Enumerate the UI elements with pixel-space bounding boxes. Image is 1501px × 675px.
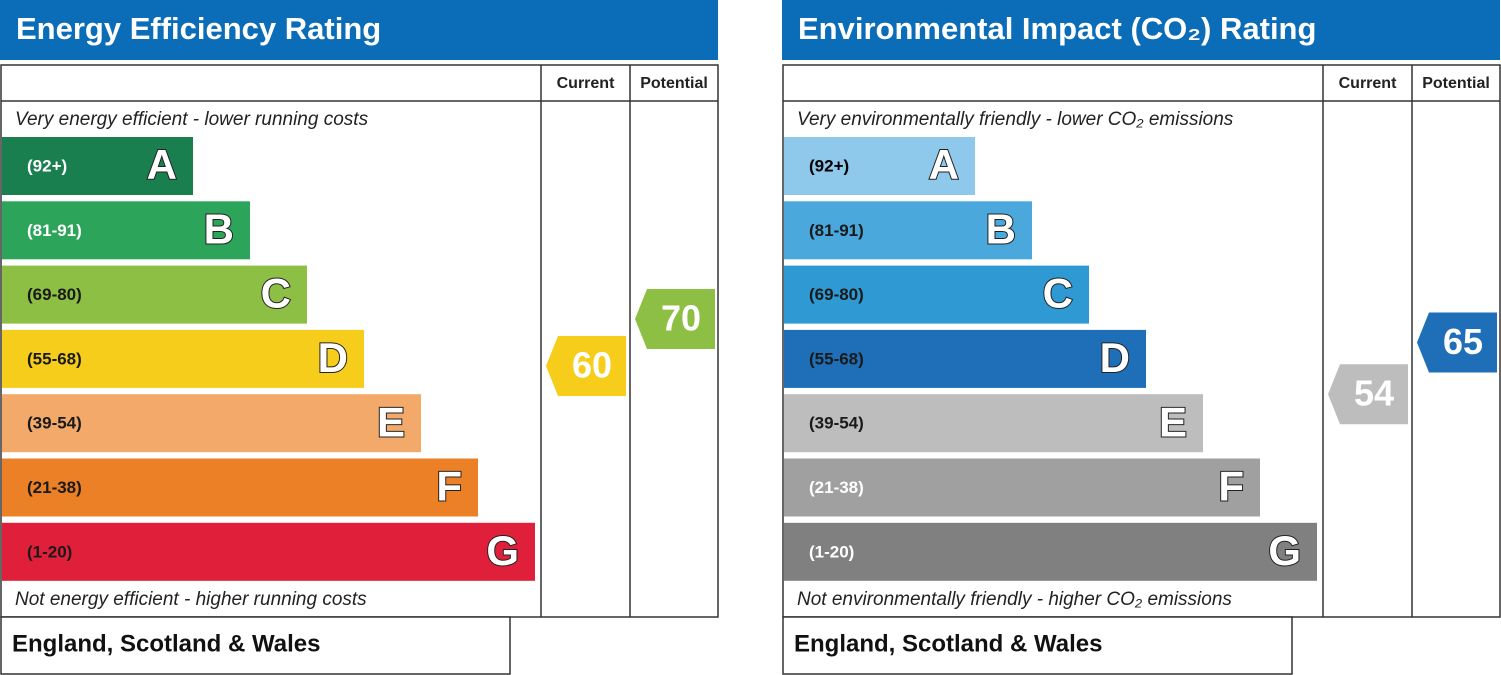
band-bar bbox=[2, 137, 193, 195]
band-bar bbox=[784, 201, 1032, 260]
band-bar bbox=[784, 137, 975, 195]
footer-text: England, Scotland & Wales bbox=[12, 630, 320, 657]
panel-title: Environmental Impact (CO₂) Rating bbox=[798, 11, 1316, 46]
band-bar bbox=[2, 265, 307, 324]
panel-title: Energy Efficiency Rating bbox=[16, 11, 381, 46]
band-letter: B bbox=[986, 205, 1016, 252]
band-letter: F bbox=[1218, 463, 1244, 510]
band-range: (39-54) bbox=[809, 414, 864, 433]
rating-arrow bbox=[546, 336, 626, 396]
band-range: (81-91) bbox=[27, 221, 82, 240]
band-bar bbox=[784, 394, 1203, 453]
rating-value: 70 bbox=[661, 298, 701, 339]
band-range: (1-20) bbox=[809, 542, 854, 561]
band-bar bbox=[2, 458, 478, 517]
top-label: Very environmentally friendly - lower CO… bbox=[797, 109, 1234, 130]
bottom-label: Not energy efficient - higher running co… bbox=[15, 589, 367, 610]
band-range: (69-80) bbox=[809, 285, 864, 304]
footer-box bbox=[782, 616, 1293, 675]
band-letter: D bbox=[1100, 334, 1130, 381]
band-range: (69-80) bbox=[27, 285, 82, 304]
band-letter: C bbox=[261, 270, 291, 317]
rating-arrow bbox=[635, 289, 715, 349]
band-range: (21-38) bbox=[809, 478, 864, 497]
band-range: (92+) bbox=[809, 156, 849, 175]
bottom-label: Not environmentally friendly - higher CO… bbox=[797, 589, 1232, 610]
footer-box bbox=[0, 616, 511, 675]
column-header: Current bbox=[1339, 75, 1397, 92]
column-header: Potential bbox=[1422, 75, 1490, 92]
header-bar bbox=[0, 0, 718, 60]
band-bar bbox=[2, 522, 535, 581]
epc-panel: Environmental Impact (CO₂) Rating Current… bbox=[782, 0, 1501, 675]
band-letter: A bbox=[147, 141, 177, 188]
column-header: Current bbox=[557, 75, 615, 92]
band-letter: E bbox=[1159, 398, 1187, 445]
band-letter: G bbox=[486, 527, 519, 574]
band-range: (92+) bbox=[27, 156, 67, 175]
rating-value: 65 bbox=[1443, 321, 1483, 362]
column-header: Potential bbox=[640, 75, 708, 92]
band-bar bbox=[2, 201, 250, 260]
band-bar bbox=[784, 265, 1089, 324]
band-letter: G bbox=[1268, 527, 1301, 574]
band-letter: E bbox=[377, 398, 405, 445]
band-bar bbox=[784, 329, 1146, 388]
band-letter: A bbox=[929, 141, 959, 188]
band-letter: B bbox=[204, 205, 234, 252]
top-label: Very energy efficient - lower running co… bbox=[15, 109, 369, 130]
band-range: (55-68) bbox=[809, 349, 864, 368]
band-range: (1-20) bbox=[27, 542, 72, 561]
rating-arrow bbox=[1328, 364, 1408, 425]
band-bar bbox=[2, 394, 421, 453]
band-range: (21-38) bbox=[27, 478, 82, 497]
band-bar bbox=[784, 458, 1260, 517]
band-bar bbox=[784, 522, 1317, 581]
rating-value: 54 bbox=[1354, 373, 1394, 414]
band-letter: D bbox=[318, 334, 348, 381]
rating-arrow bbox=[1417, 312, 1497, 373]
band-range: (55-68) bbox=[27, 349, 82, 368]
footer-text: England, Scotland & Wales bbox=[794, 630, 1102, 657]
epc-panel: Energy Efficiency Rating Current Potential… bbox=[0, 0, 719, 675]
band-range: (39-54) bbox=[27, 414, 82, 433]
band-range: (81-91) bbox=[809, 221, 864, 240]
band-letter: F bbox=[436, 463, 462, 510]
band-bar bbox=[2, 329, 364, 388]
header-bar bbox=[782, 0, 1500, 60]
rating-value: 60 bbox=[572, 345, 612, 386]
band-letter: C bbox=[1043, 270, 1073, 317]
